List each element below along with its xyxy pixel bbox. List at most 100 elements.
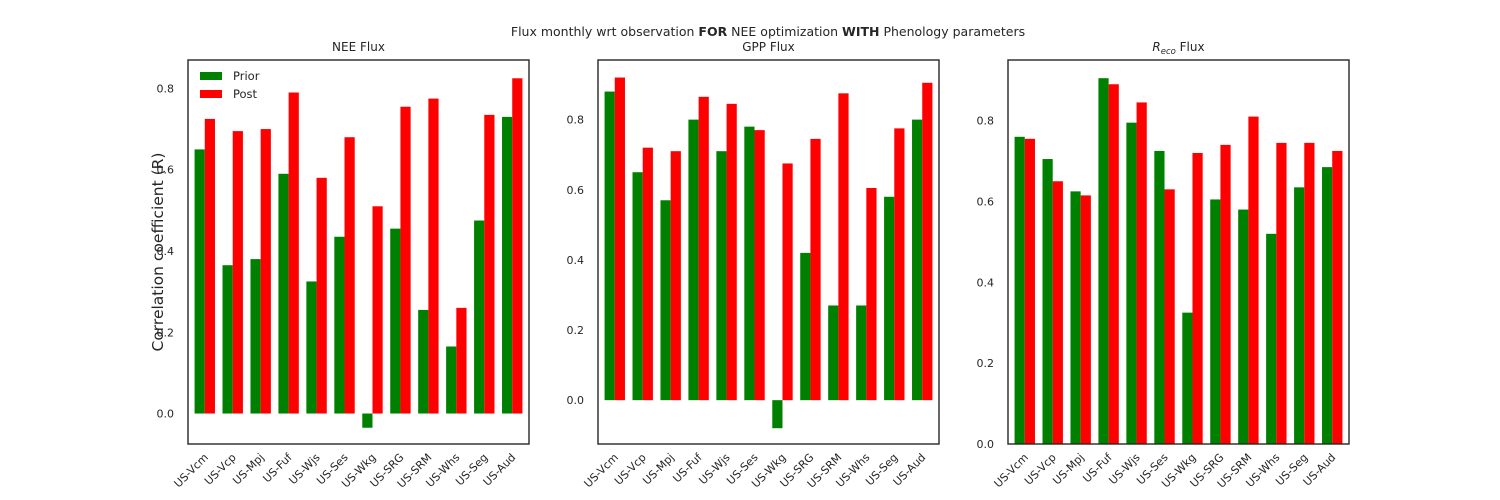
suptitle-part: Flux monthly wrt observation	[511, 24, 699, 39]
bar-post	[372, 206, 383, 414]
bar-post	[344, 137, 355, 414]
bar-prior	[1042, 159, 1053, 444]
x-tick-label: US-Mpj	[640, 451, 676, 487]
x-tick-label: US-Mpj	[1050, 451, 1086, 487]
bar-prior	[278, 173, 289, 414]
axes-frame	[187, 59, 530, 445]
bar-prior	[1294, 187, 1305, 444]
bar-post	[1192, 152, 1203, 444]
bar-prior	[502, 116, 513, 414]
bar-prior	[688, 119, 699, 401]
bar-prior	[250, 259, 261, 414]
axes-frame	[1007, 59, 1350, 445]
bar-post	[782, 163, 793, 401]
bar-post	[316, 177, 327, 414]
bar-prior	[1154, 150, 1165, 444]
bar-prior	[828, 305, 839, 401]
y-tick-label: 0.4	[567, 254, 585, 267]
bar-post	[1080, 195, 1091, 444]
bar-prior	[446, 346, 457, 414]
bar-post	[1164, 189, 1175, 444]
bar-post	[400, 106, 411, 414]
bar-prior	[884, 196, 895, 401]
subplot-title: NEE Flux	[332, 40, 385, 54]
bar-prior	[1126, 122, 1137, 445]
legend-swatch	[200, 72, 222, 80]
bar-prior	[1070, 191, 1081, 444]
bar-post	[1220, 144, 1231, 444]
bar-prior	[912, 119, 923, 401]
y-tick-label: 0.4	[977, 276, 995, 289]
figure-suptitle: Flux monthly wrt observation FOR NEE opt…	[511, 24, 1025, 39]
x-tick-label: US-Vcm	[992, 451, 1031, 490]
axes-frame	[597, 59, 940, 445]
bar-post	[726, 103, 737, 401]
y-axis-label: Correlation coefficient (R)	[149, 153, 167, 352]
bar-post	[838, 93, 849, 401]
bar-post	[1024, 138, 1035, 444]
bar-post	[866, 188, 877, 401]
y-tick-label: 0.2	[157, 326, 175, 339]
bar-prior	[744, 126, 755, 401]
y-tick-label: 0.2	[567, 324, 585, 337]
y-tick-label: 0.6	[157, 164, 175, 177]
y-tick-label: 0.6	[977, 196, 995, 209]
subplot-title: Reco Flux	[1152, 40, 1204, 57]
bar-post	[922, 82, 933, 401]
bar-post	[698, 96, 709, 401]
y-tick-label: 0.2	[977, 357, 995, 370]
bar-prior	[194, 149, 205, 414]
bar-post	[1332, 150, 1343, 444]
bar-post	[484, 114, 495, 414]
bar-post	[1136, 102, 1147, 444]
subplot-title: GPP Flux	[742, 40, 795, 54]
legend-label: Prior	[233, 69, 260, 83]
suptitle-bold-part: FOR	[698, 24, 727, 39]
bar-prior	[1238, 209, 1249, 444]
bar-post	[512, 78, 523, 414]
bar-prior	[800, 252, 811, 401]
bar-post	[456, 307, 467, 414]
bar-post	[1304, 142, 1315, 445]
bar-prior	[390, 228, 401, 414]
y-tick-label: 0.8	[977, 115, 995, 128]
bar-post	[1108, 84, 1119, 444]
suptitle-bold-part: WITH	[842, 24, 879, 39]
bar-post	[642, 147, 653, 401]
y-tick-label: 0.4	[157, 245, 175, 258]
bar-prior	[1098, 78, 1109, 444]
y-tick-label: 0.0	[157, 408, 175, 421]
bar-prior	[1266, 233, 1277, 444]
bar-prior	[1322, 167, 1333, 444]
bar-prior	[1182, 312, 1193, 444]
bar-prior	[1210, 199, 1221, 444]
bar-post	[754, 130, 765, 401]
y-tick-label: 0.6	[567, 184, 585, 197]
subplots-group: 0.00.20.40.60.8US-VcmUS-VcpUS-MpjUS-FufU…	[157, 40, 1350, 491]
x-tick-label: US-Vcm	[582, 451, 621, 490]
bar-prior	[604, 91, 615, 401]
bar-post	[614, 77, 625, 401]
bar-prior	[772, 400, 783, 429]
y-tick-label: 0.0	[977, 438, 995, 451]
bar-post	[670, 151, 681, 401]
bar-post	[1248, 116, 1259, 444]
bar-post	[894, 128, 905, 401]
legend-swatch	[200, 90, 222, 98]
bar-prior	[306, 281, 317, 414]
bar-post	[1276, 142, 1287, 445]
bar-post	[1052, 181, 1063, 444]
bar-prior	[716, 151, 727, 401]
bar-post	[260, 129, 271, 414]
subplot-panel: 0.00.20.40.60.8US-VcmUS-VcpUS-MpjUS-FufU…	[977, 40, 1350, 491]
bar-post	[204, 118, 215, 414]
subplot-panel: 0.00.20.40.60.8US-VcmUS-VcpUS-MpjUS-FufU…	[567, 40, 940, 491]
x-tick-label: US-Mpj	[230, 451, 266, 487]
legend-label: Post	[233, 87, 258, 101]
x-tick-label: US-Vcm	[172, 451, 211, 490]
y-tick-label: 0.0	[567, 394, 585, 407]
bar-prior	[362, 413, 373, 428]
bar-post	[232, 131, 243, 414]
bar-prior	[334, 236, 345, 414]
